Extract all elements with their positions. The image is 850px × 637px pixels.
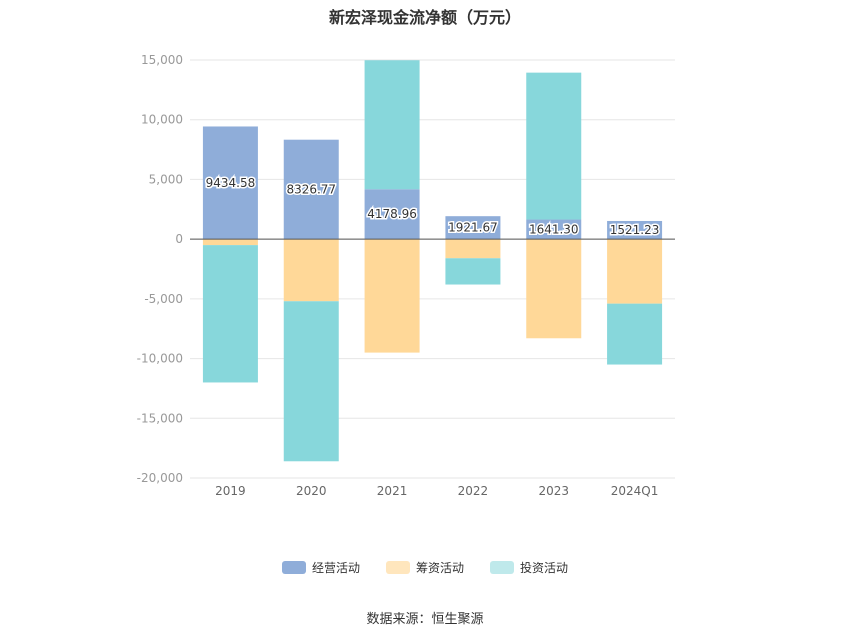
x-tick-label: 2023	[538, 484, 569, 498]
data-label: 1641.30	[529, 222, 579, 236]
data-label: 8326.77	[286, 182, 336, 196]
x-tick-label: 2020	[296, 484, 327, 498]
bar-筹资活动-2021	[364, 239, 420, 353]
chart-legend: 经营活动 筹资活动 投资活动	[0, 559, 850, 576]
bar-经营活动-2023	[526, 219, 582, 240]
legend-label-operating: 经营活动	[311, 561, 360, 575]
y-tick-label: -5,000	[144, 292, 183, 306]
legend-item-investing[interactable]: 投资活动	[490, 559, 568, 576]
bar-经营活动-2021	[364, 189, 420, 240]
bar-投资活动-2019	[202, 245, 258, 383]
bar-筹资活动-2023	[526, 239, 582, 339]
legend-label-financing: 筹资活动	[415, 561, 464, 575]
legend-item-operating[interactable]: 经营活动	[281, 559, 360, 576]
x-tick-label: 2019	[215, 484, 246, 498]
data-label: 9434.58	[206, 176, 256, 190]
bar-投资活动-2021	[364, 60, 420, 190]
legend-item-financing[interactable]: 筹资活动	[385, 559, 464, 576]
y-tick-label: -15,000	[137, 411, 183, 425]
legend-swatch-financing	[385, 561, 410, 574]
y-tick-label: 10,000	[141, 113, 183, 127]
data-label: 1921.67	[448, 221, 498, 235]
legend-swatch-operating	[281, 561, 306, 574]
data-label: 1521.23	[610, 223, 660, 237]
data-source: 数据来源：恒生聚源	[366, 612, 484, 627]
data-label: 4178.96	[367, 207, 417, 221]
bar-投资活动-2023	[526, 72, 582, 220]
y-tick-label: 0	[175, 232, 183, 246]
bar-投资活动-2022	[445, 258, 501, 285]
bar-经营活动-2020	[283, 139, 339, 240]
y-tick-label: -20,000	[137, 471, 183, 485]
bar-投资活动-2020	[283, 301, 339, 462]
bar-经营活动-2022	[445, 216, 501, 240]
bar-筹资活动-2022	[445, 239, 501, 259]
x-tick-label: 2021	[377, 484, 408, 498]
legend-swatch-investing	[490, 561, 514, 574]
x-tick-label: 2022	[458, 484, 489, 498]
bar-筹资活动-2024Q1	[607, 239, 663, 304]
bar-投资活动-2024Q1	[607, 303, 663, 365]
bar-筹资活动-2019	[202, 239, 258, 246]
y-tick-label: 15,000	[141, 53, 183, 67]
x-tick-label: 2024Q1	[611, 484, 659, 498]
bar-经营活动-2024Q1	[607, 220, 663, 240]
legend-label-investing: 投资活动	[520, 561, 569, 575]
bar-筹资活动-2020	[283, 239, 339, 302]
y-tick-label: 5,000	[149, 172, 183, 186]
chart-title: 新宏泽现金流净额（万元）	[328, 8, 521, 27]
y-tick-label: -10,000	[137, 352, 183, 366]
bar-经营活动-2019	[202, 126, 258, 240]
